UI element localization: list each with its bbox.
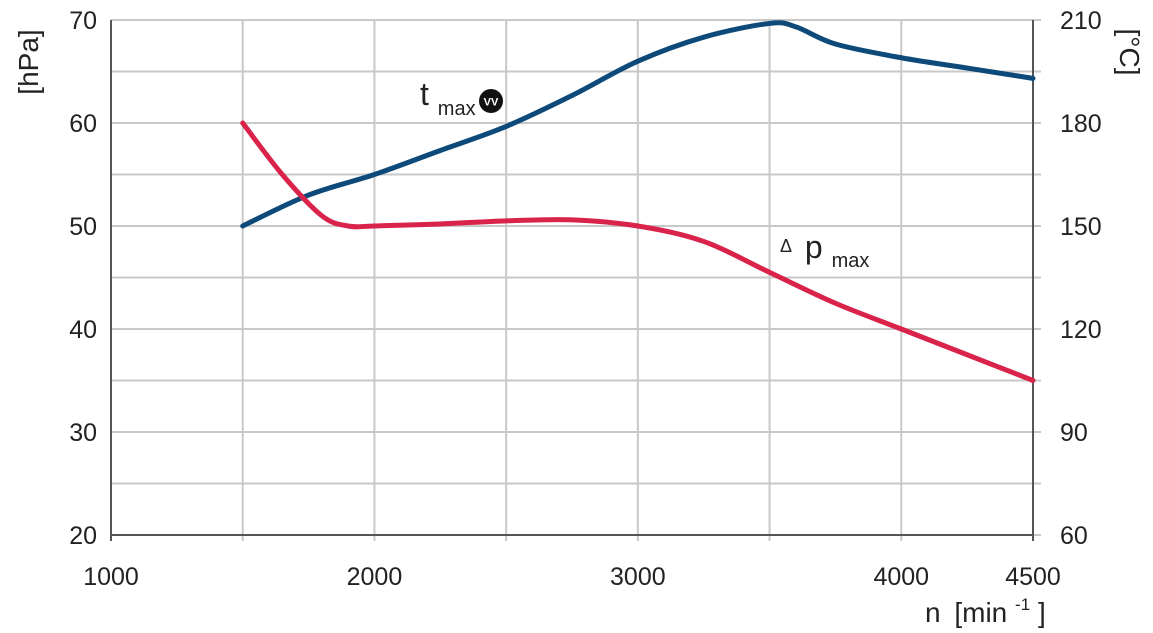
x-tick-label: 4000 — [873, 563, 929, 591]
x-axis-title-var: n — [925, 597, 941, 628]
series-label-dpmax-prefix: Δ — [780, 236, 792, 256]
series-label-tmax-main: t — [420, 76, 429, 112]
y-tick-label-left: 50 — [69, 213, 97, 241]
series-label-dpmax: Δ p max — [780, 223, 869, 272]
y-tick-label-left: 40 — [69, 316, 97, 344]
x-tick-label: 2000 — [347, 563, 403, 591]
series-line-1 — [240, 120, 1036, 383]
y-tick-label-left: 60 — [69, 110, 97, 138]
y-tick-label-right: 120 — [1060, 316, 1102, 344]
x-tick-label: 1000 — [83, 563, 139, 591]
x-tick-label: 4500 — [1005, 563, 1061, 591]
y-tick-label-right: 180 — [1060, 110, 1102, 138]
series-label-tmax-sub: max — [438, 98, 476, 120]
x-axis-title-sup: -1 — [1015, 595, 1030, 614]
series-label-tmax: t max VV — [420, 76, 503, 120]
y-axis-right-title: [°C] — [1114, 29, 1145, 76]
y-tick-label-right: 150 — [1060, 213, 1102, 241]
x-axis-title-unit: [min — [954, 597, 1007, 628]
x-tick-label: 3000 — [610, 563, 666, 591]
series-label-tmax-badge-text: VV — [484, 97, 499, 109]
chart-grid — [110, 19, 1041, 541]
series-line-0 — [240, 20, 1036, 229]
x-axis-title-unit-end: ] — [1038, 597, 1046, 628]
chart-series — [240, 20, 1036, 383]
y-axis-left-title: [hPa] — [13, 29, 44, 94]
y-tick-label-right: 90 — [1060, 419, 1088, 447]
chart-ticks: 1000 2000 3000 4000 4500 20 30 40 50 60 70 60 90 120 1… — [69, 7, 1102, 591]
y-tick-label-left: 70 — [69, 7, 97, 35]
svg-text:Δ p max: Δ p max — [780, 223, 869, 272]
chart-axes — [110, 20, 1034, 541]
y-tick-label-left: 30 — [69, 419, 97, 447]
y-tick-label-right: 210 — [1060, 7, 1102, 35]
series-label-tmax-badge — [479, 89, 503, 113]
series-label-dpmax-sub: max — [832, 250, 870, 272]
x-axis-title: n [min -1 ] — [925, 585, 1046, 628]
series-label-dpmax-main: p — [805, 229, 823, 265]
y-tick-label-right: 60 — [1060, 522, 1088, 550]
y-tick-label-left: 20 — [69, 522, 97, 550]
svg-text:t max: t max — [420, 76, 476, 120]
